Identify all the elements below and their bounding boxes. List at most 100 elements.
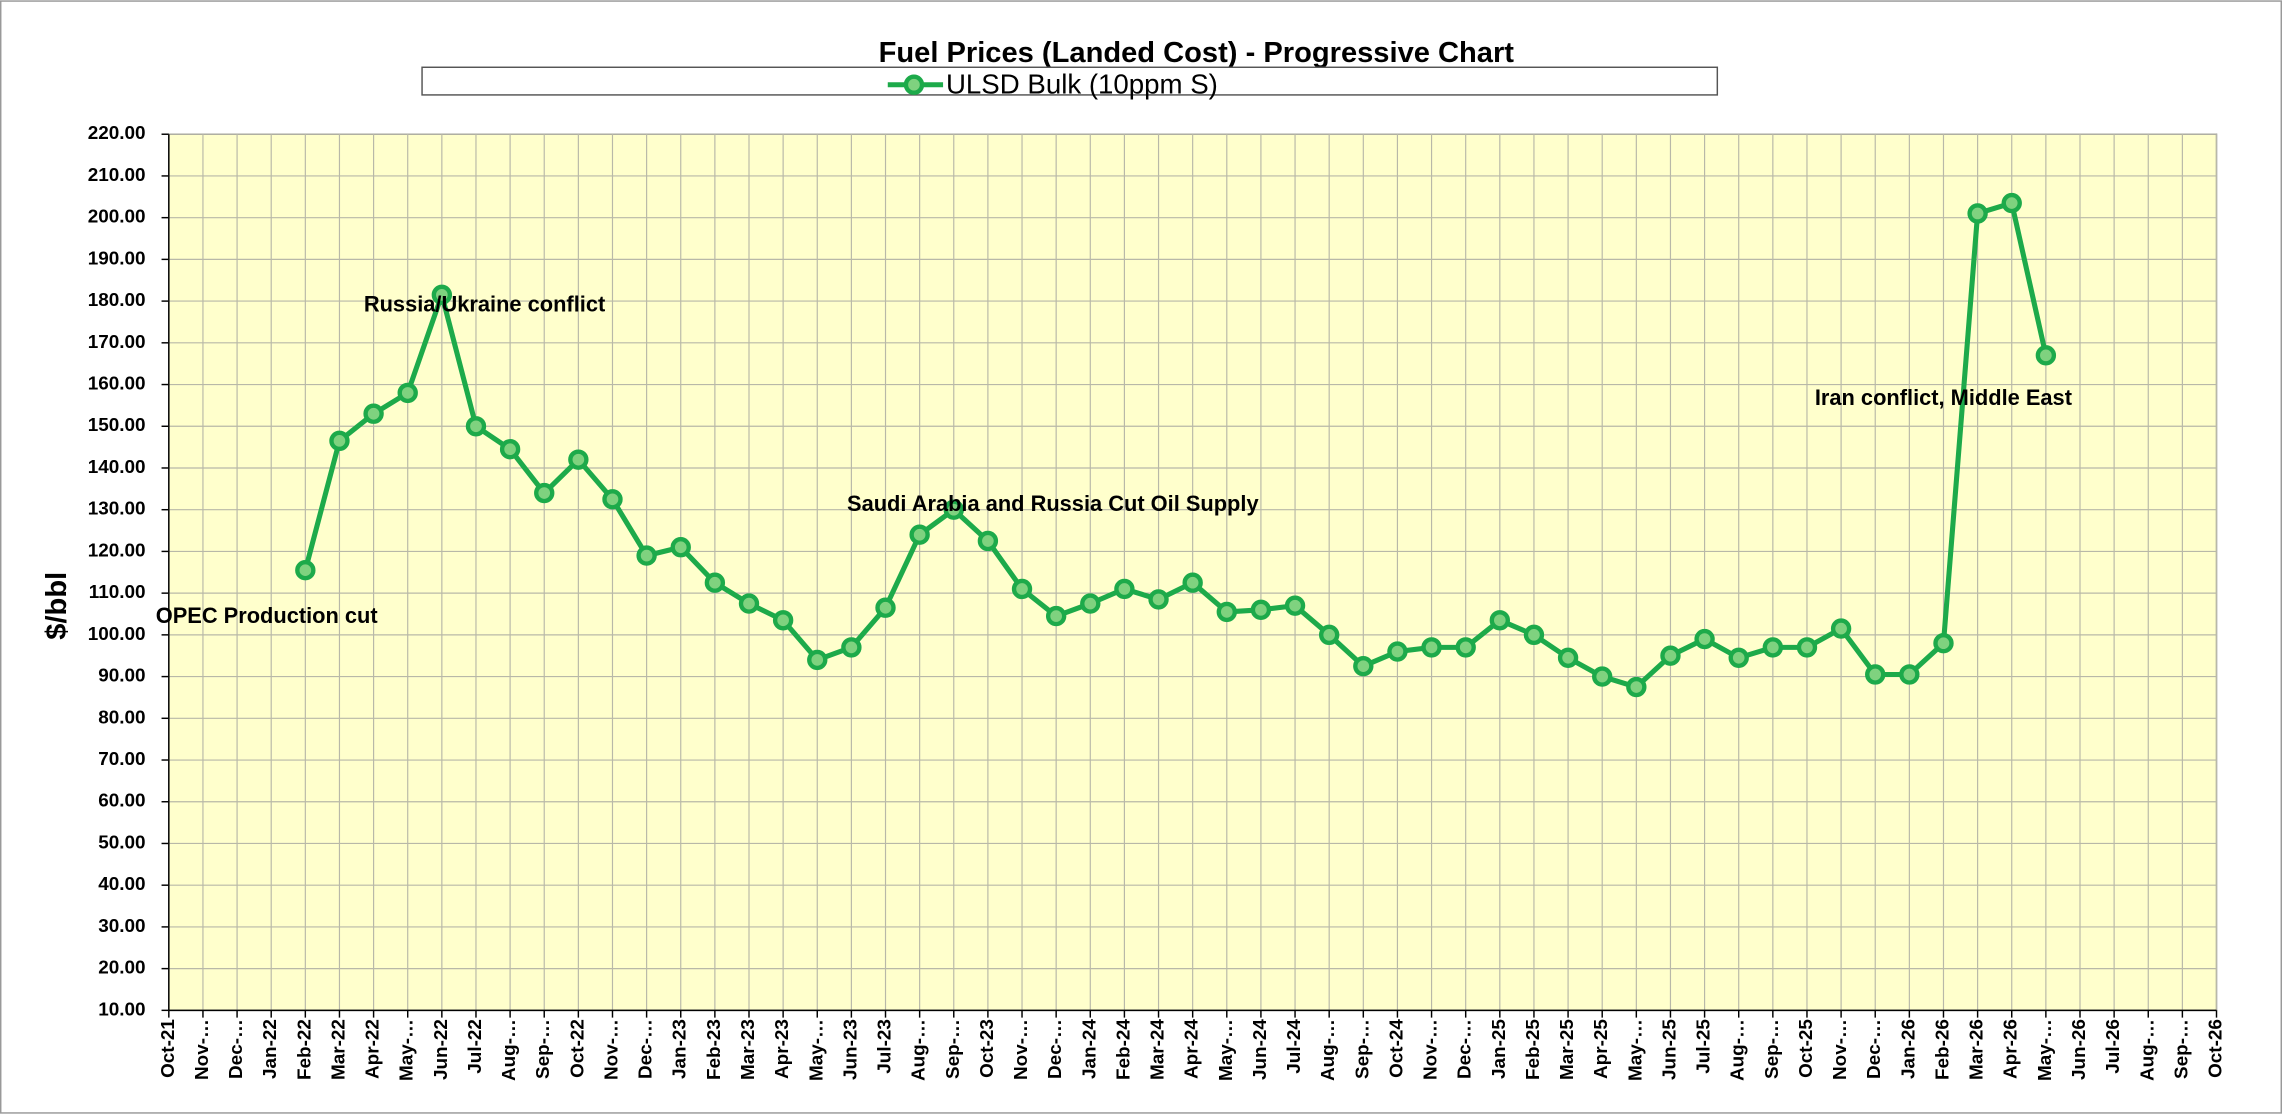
data-point (499, 439, 521, 460)
data-point (1148, 589, 1169, 610)
legend-marker (903, 74, 925, 95)
data-point (1728, 647, 1749, 668)
x-tick-label: Jan-22 (260, 1019, 281, 1079)
data-point (1694, 628, 1715, 650)
y-tick-label: 110.00 (89, 582, 146, 603)
x-tick-label: Apr-23 (772, 1019, 793, 1079)
x-tick-label: Apr-25 (1591, 1019, 1612, 1079)
data-point (1011, 578, 1033, 600)
data-point (807, 649, 828, 671)
x-tick-label: Oct-24 (1386, 1019, 1407, 1078)
x-tick-label: Oct-26 (2206, 1019, 2227, 1078)
y-tick-label: 20.00 (98, 958, 145, 979)
x-tick-label: Nov-… (1011, 1019, 1032, 1080)
data-point (1796, 637, 1818, 658)
legend-box (421, 66, 1719, 96)
y-tick-label: 30.00 (98, 916, 145, 937)
data-point (1455, 637, 1476, 658)
x-tick-label: Nov-… (192, 1019, 213, 1080)
y-tick-label: 60.00 (98, 791, 145, 812)
y-tick-label: 170.00 (88, 332, 146, 353)
data-point (329, 430, 350, 452)
x-tick-label: Mar-25 (1557, 1019, 1578, 1080)
data-point (2001, 192, 2022, 214)
x-tick-label: Jun-24 (1250, 1019, 1271, 1080)
x-tick-label: Sep-… (943, 1019, 964, 1079)
x-tick-label: Dec-… (1864, 1019, 1885, 1079)
y-axis-label: $/bbl (41, 572, 73, 640)
series-line (302, 200, 2049, 690)
x-tick-label: Feb-25 (1523, 1019, 1544, 1080)
x-tick-label: Dec-… (226, 1019, 247, 1079)
data-point (1216, 601, 1237, 623)
data-point (1318, 624, 1340, 646)
data-point (1899, 664, 1920, 685)
data-point (431, 284, 453, 306)
x-tick-label: Apr-24 (1182, 1019, 1203, 1079)
data-point (1387, 641, 1408, 662)
x-tick-label: Sep-… (1352, 1019, 1373, 1079)
y-tick-label: 150.00 (88, 415, 146, 436)
data-point (534, 482, 555, 504)
chart-title: Fuel Prices (Landed Cost) - Progressive … (879, 37, 1515, 69)
legend-label: ULSD Bulk (10ppm S) (946, 68, 1218, 99)
data-point (841, 637, 862, 658)
data-point (1626, 676, 1647, 698)
y-tick-label: 90.00 (98, 666, 145, 687)
x-tick-label: Aug-… (1728, 1019, 1749, 1081)
data-point (1489, 610, 1511, 631)
y-tick-label: 190.00 (88, 248, 146, 269)
y-tick-label: 210.00 (88, 165, 146, 186)
y-tick-label: 200.00 (88, 207, 146, 228)
data-point (1421, 637, 1442, 658)
data-point (1114, 578, 1135, 600)
x-tick-label: May-… (2035, 1019, 2056, 1081)
y-tick-label: 130.00 (88, 499, 146, 520)
x-tick-label: Jun-23 (840, 1019, 861, 1080)
y-tick-label: 10.00 (98, 999, 145, 1020)
x-tick-label: Feb-22 (294, 1019, 315, 1080)
x-tick-label: Jul-24 (1284, 1019, 1305, 1074)
x-tick-label: Oct-25 (1796, 1019, 1817, 1078)
x-tick-label: Jun-22 (431, 1019, 452, 1080)
y-tick-label: 180.00 (88, 290, 146, 311)
y-tick-label: 120.00 (88, 540, 146, 561)
x-tick-label: May-… (1625, 1019, 1646, 1081)
data-point (875, 597, 896, 618)
y-tick-label: 70.00 (98, 749, 145, 770)
data-point (1762, 637, 1784, 658)
data-point (772, 610, 794, 631)
x-tick-label: Apr-22 (363, 1019, 384, 1079)
data-point (1865, 664, 1886, 685)
x-tick-label: Feb-26 (1932, 1019, 1953, 1080)
x-tick-label: Jul-26 (2103, 1019, 2124, 1074)
data-point (1523, 624, 1545, 646)
x-tick-label: Mar-23 (738, 1019, 759, 1080)
x-tick-label: Dec-… (1455, 1019, 1476, 1079)
x-tick-label: Jan-23 (670, 1019, 691, 1079)
data-point (738, 593, 760, 614)
y-tick-label: 140.00 (88, 457, 146, 478)
x-tick-label: Aug-… (909, 1019, 930, 1081)
data-point (295, 560, 316, 581)
data-point (1660, 645, 1681, 666)
data-point (397, 382, 418, 404)
x-tick-label: Jan-25 (1489, 1019, 1510, 1079)
annotation: OPEC Production cut (156, 603, 378, 628)
x-tick-label: Aug-… (2137, 1019, 2158, 1081)
data-point (1045, 605, 1067, 627)
data-point (1933, 633, 1954, 654)
x-tick-label: May-… (397, 1019, 418, 1081)
x-tick-label: Mar-22 (328, 1019, 349, 1080)
x-tick-label: Dec-… (1045, 1019, 1066, 1079)
data-point (568, 449, 589, 470)
x-tick-label: Aug-… (1318, 1019, 1339, 1081)
x-tick-label: Jul-23 (875, 1019, 896, 1074)
annotation: Russia/Ukraine conflict (364, 292, 605, 317)
annotation: Iran conflict, Middle East (1815, 385, 2072, 410)
x-tick-label: Feb-24 (1113, 1019, 1134, 1080)
data-point (1250, 599, 1272, 621)
data-point (704, 572, 726, 593)
x-tick-label: Jun-25 (1659, 1019, 1680, 1080)
